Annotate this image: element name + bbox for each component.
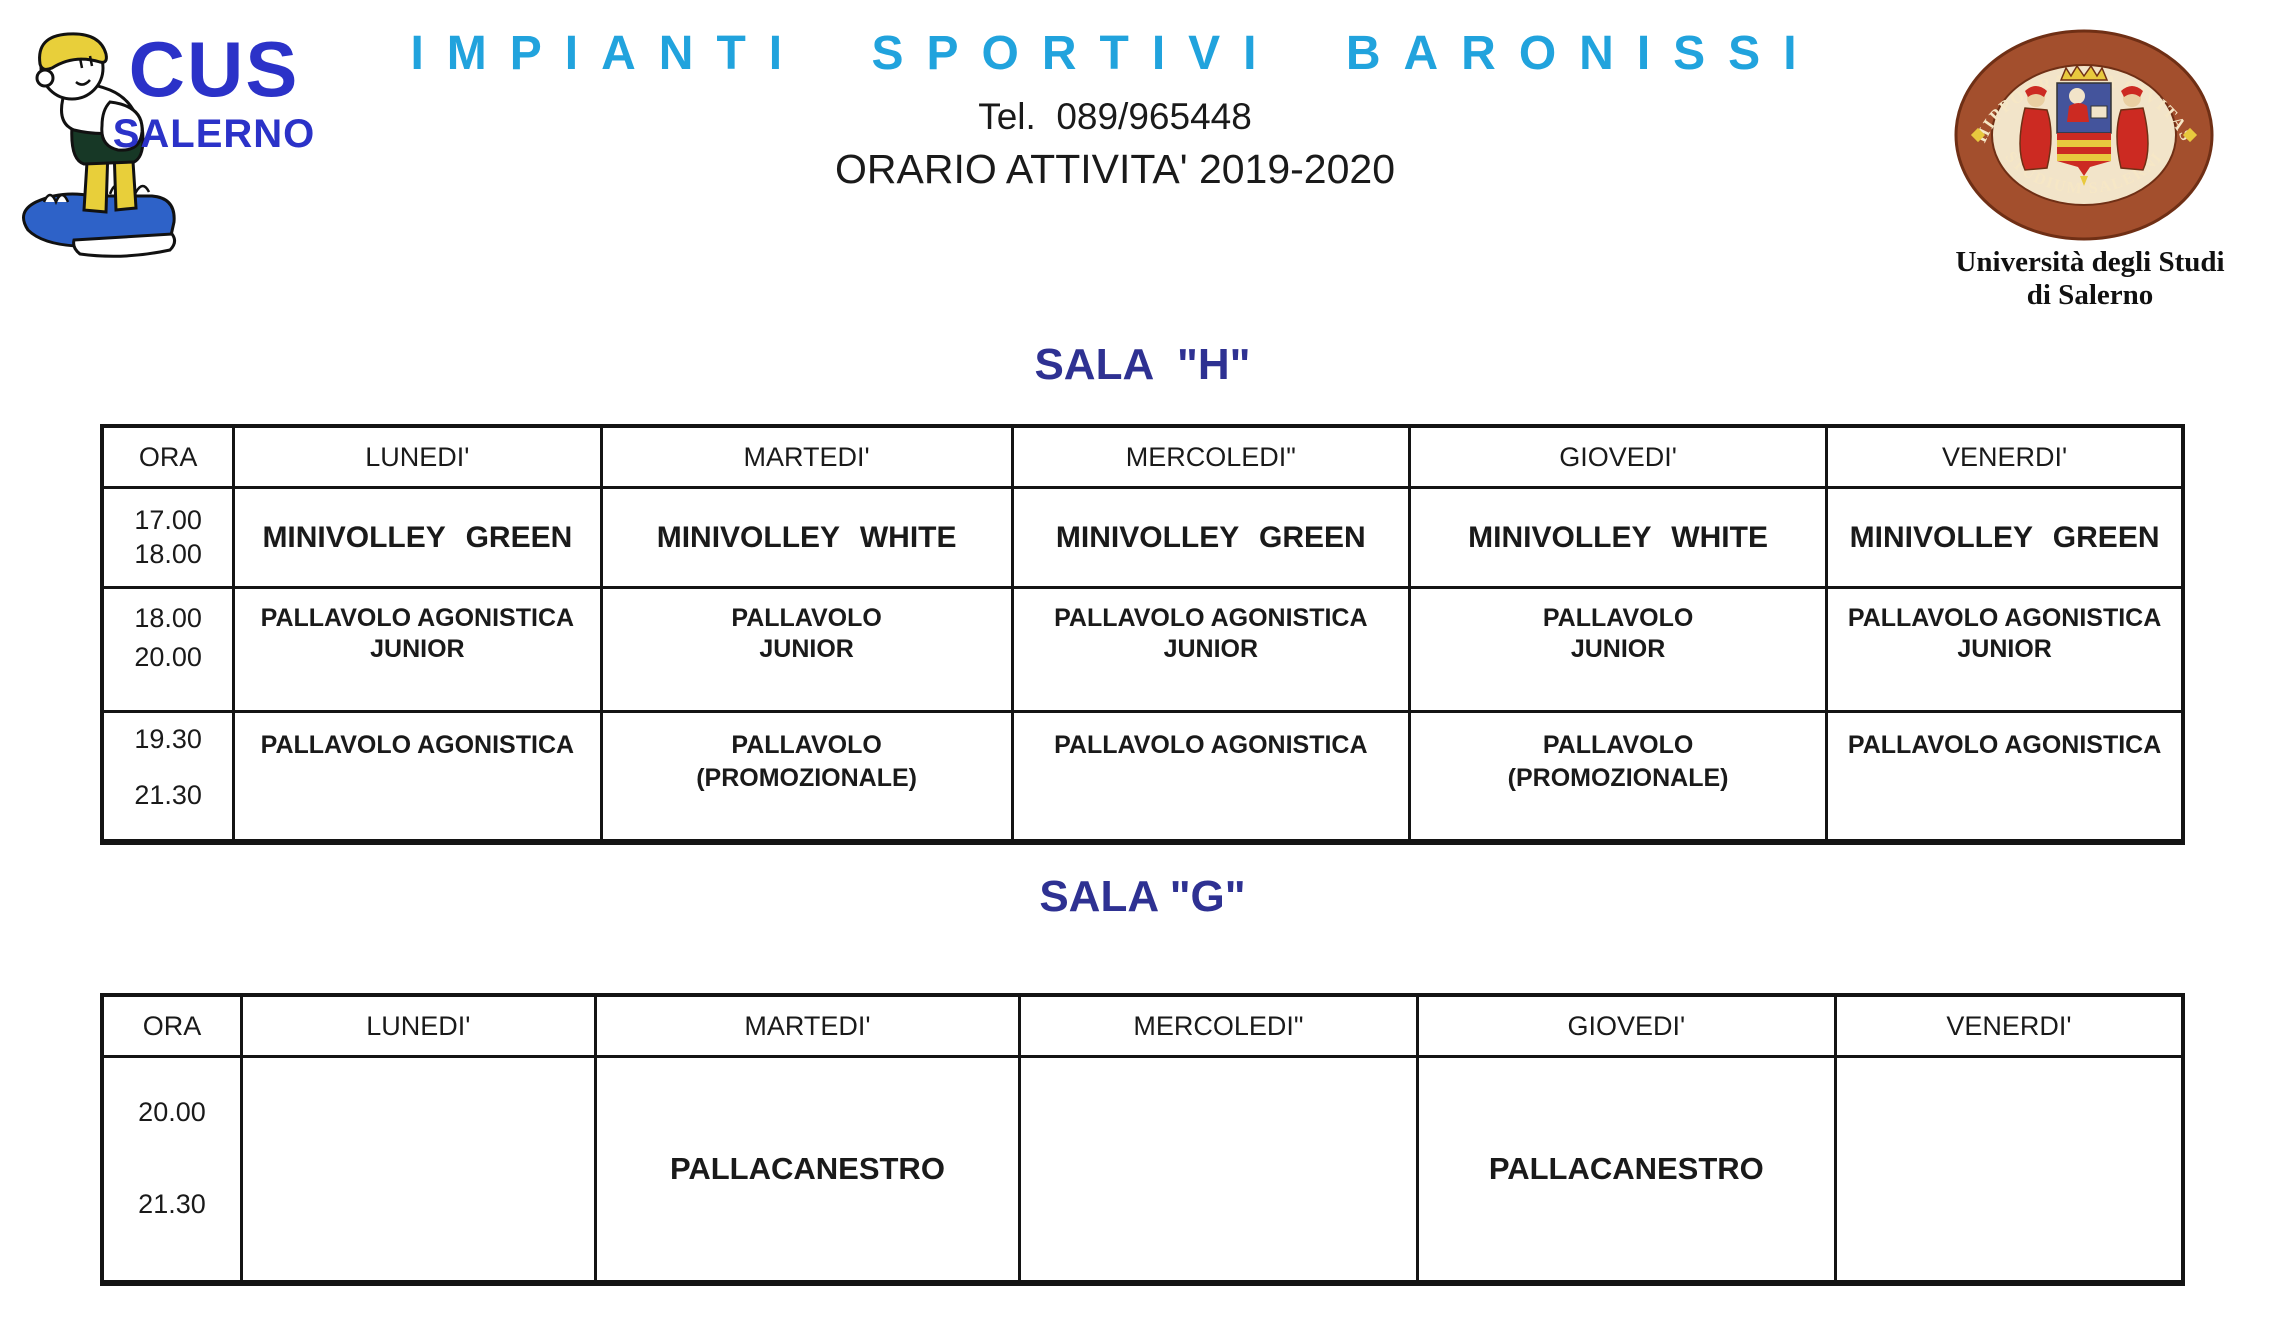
schedule-subtitle: ORARIO ATTIVITA' 2019-2020 (834, 146, 1396, 192)
sala-h-row-0-cell-3: MINIVOLLEY WHITE (1407, 486, 1829, 589)
sala-h-body: 17.00 18.00 MINIVOLLEY GREEN MINIVOLLEY WHI… (100, 486, 2185, 843)
sala-g-title: SALA "G" (1039, 872, 1246, 921)
time-value: 20.00 (138, 1097, 206, 1127)
sala-g-header-row: ORA LUNEDI' MARTEDI' MERCOLEDI" GIOVEDI' VENE… (100, 993, 2185, 1058)
logo-salerno-label: SALERNO (112, 112, 316, 156)
sala-h-row-2: 19.30 21.30 PALLAVOLO AGONISTICA PALLAVOLO … (100, 710, 2185, 843)
sala-h-column-header-3: MERCOLEDI" (1010, 424, 1411, 489)
cus-logo-text: CUS SALERNO (104, 30, 324, 154)
university-name-line2: di Salerno (2026, 279, 2154, 312)
time-value: 17.00 (134, 504, 202, 535)
sala-h-row-2-cell-4: PALLAVOLO AGONISTICA (1825, 710, 2185, 843)
university-name: Università degli Studi di Salerno (1918, 246, 2262, 313)
sala-h-row-2-cell-2: PALLAVOLO AGONISTICA (1010, 710, 1411, 843)
sala-h-row-2-cell-0: PALLAVOLO AGONISTICA (232, 710, 603, 843)
sala-h-row-2-cell-1: PALLAVOLO (PROMOZIONALE) (599, 710, 1014, 843)
sala-g-column-header-4: GIOVEDI' (1415, 993, 1837, 1058)
sala-g-columns: ORA LUNEDI' MARTEDI' MERCOLEDI" GIOVEDI' VENE… (100, 993, 2185, 1058)
sala-h-row-2-time: 19.30 21.30 (100, 710, 236, 843)
sala-h-title: SALA "H" (1034, 340, 1251, 389)
sala-h-row-1-cell-1: PALLAVOLO JUNIOR (599, 586, 1014, 713)
sala-h-row-1: 18.00 20.00 PALLAVOLO AGONISTICA JUNIOR PAL… (100, 586, 2185, 713)
sala-h-row-0-cell-1: MINIVOLLEY WHITE (599, 486, 1014, 589)
sala-g-row-0-cell-2 (1018, 1055, 1419, 1284)
sala-h-row-0-time: 17.00 18.00 (100, 486, 236, 589)
sala-g-column-header-5: VENERDI' (1833, 993, 2185, 1058)
sala-h-row-1-cell-4: PALLAVOLO AGONISTICA JUNIOR (1825, 586, 2185, 713)
sala-g-row-0-cell-3: PALLACANESTRO (1415, 1055, 1837, 1284)
sala-h-row-0-cell-0: MINIVOLLEY GREEN (232, 486, 603, 589)
sala-g-row-0: 20.00 21.30 PALLACANESTRO PALLACANESTRO (100, 1055, 2185, 1284)
sala-g-column-header-2: MARTEDI' (593, 993, 1022, 1058)
time-value: 18.00 (134, 538, 202, 569)
sala-h-row-1-cell-0: PALLAVOLO AGONISTICA JUNIOR (232, 586, 603, 713)
sala-h-row-0-cell-2: MINIVOLLEY GREEN (1010, 486, 1411, 589)
sala-g-row-0-cell-1: PALLACANESTRO (593, 1055, 1022, 1284)
sala-h-row-1-cell-3: PALLAVOLO JUNIOR (1407, 586, 1829, 713)
sala-h-row-0: 17.00 18.00 MINIVOLLEY GREEN MINIVOLLEY WHI… (100, 486, 2185, 589)
sala-h-columns: ORA LUNEDI' MARTEDI' MERCOLEDI" GIOVEDI' VENE… (100, 424, 2185, 489)
page-title: IMPIANTI SPORTIVI BARONISSI (410, 27, 1820, 80)
sala-h-header-row: ORA LUNEDI' MARTEDI' MERCOLEDI" GIOVEDI' VENE… (100, 424, 2185, 489)
sala-h-row-1-time: 18.00 20.00 (100, 586, 236, 713)
time-value: 18.00 (134, 603, 202, 633)
sala-h-column-header-5: VENERDI' (1825, 424, 2185, 489)
university-seal-icon: HIPPOCRATICA CIVITAS STUDIUM SALERNI (1954, 29, 2214, 241)
sala-h-column-header-2: MARTEDI' (599, 424, 1014, 489)
sala-g-row-0-cell-0 (239, 1055, 597, 1284)
sala-g-row-0-cell-4 (1833, 1055, 2185, 1284)
sala-h-row-0-cell-4: MINIVOLLEY GREEN (1825, 486, 2185, 589)
sala-h-schedule-table: ORA LUNEDI' MARTEDI' MERCOLEDI" GIOVEDI' VENE… (100, 424, 2185, 845)
university-name-line1: Università degli Studi (1955, 246, 2225, 278)
sala-h-row-2-cell-3: PALLAVOLO (PROMOZIONALE) (1407, 710, 1829, 843)
time-value: 20.00 (134, 642, 202, 673)
time-value: 21.30 (134, 779, 202, 810)
time-value: 21.30 (138, 1188, 206, 1219)
sala-g-column-header-3: MERCOLEDI" (1018, 993, 1419, 1058)
sala-g-column-header-1: LUNEDI' (239, 993, 597, 1058)
time-value: 19.30 (134, 724, 202, 754)
sala-h-row-1-cell-2: PALLAVOLO AGONISTICA JUNIOR (1010, 586, 1411, 713)
logo-cus-label: CUS (128, 25, 300, 113)
sala-g-body: 20.00 21.30 PALLACANESTRO PALLACANESTRO (100, 1055, 2185, 1284)
sala-g-row-0-time: 20.00 21.30 (100, 1055, 243, 1284)
sala-h-column-header-4: GIOVEDI' (1407, 424, 1829, 489)
sala-g-schedule-table: ORA LUNEDI' MARTEDI' MERCOLEDI" GIOVEDI' VENE… (100, 993, 2185, 1286)
sala-h-column-header-0: ORA (100, 424, 236, 489)
sala-h-column-header-1: LUNEDI' (232, 424, 603, 489)
sala-g-column-header-0: ORA (100, 993, 243, 1058)
cus-mascot-icon (22, 32, 177, 258)
phone-number: Tel. 089/965448 (978, 96, 1252, 137)
